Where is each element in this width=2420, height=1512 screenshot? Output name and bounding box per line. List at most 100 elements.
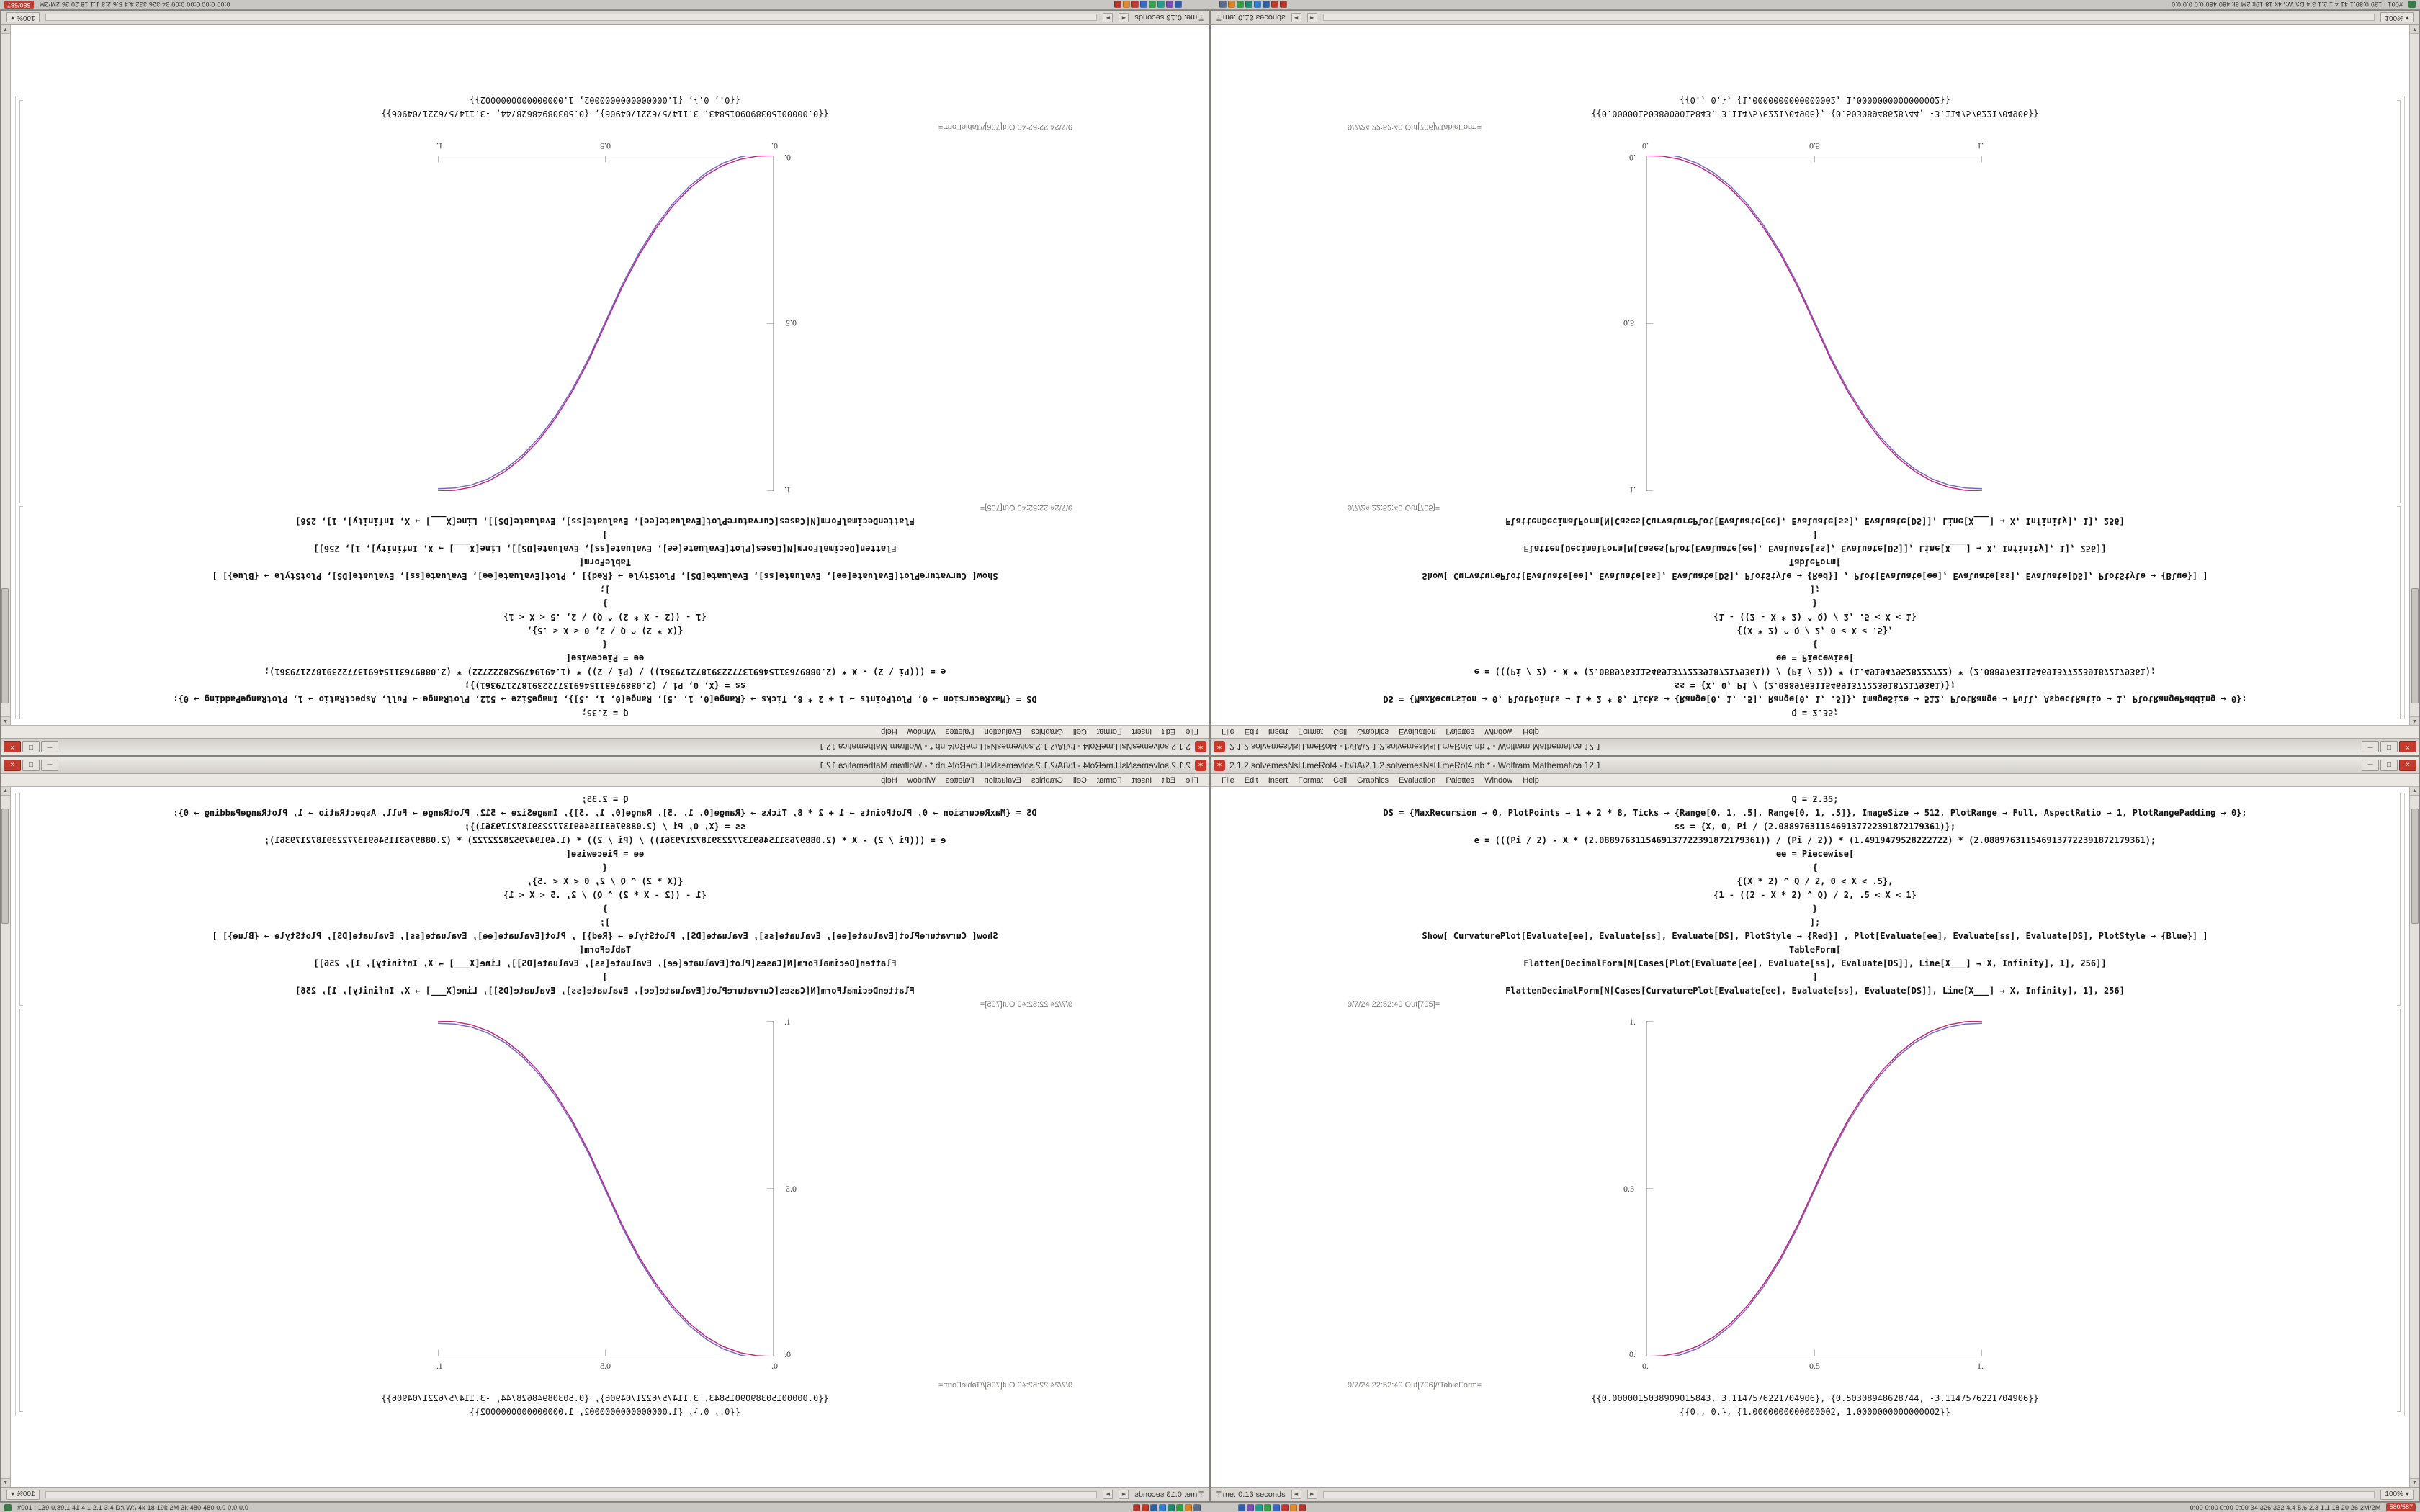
taskbar-app-icon[interactable]	[1219, 1, 1227, 9]
scroll-up-icon[interactable]: ▲	[2410, 787, 2419, 796]
hscroll-left-icon[interactable]: ◀	[1119, 13, 1129, 22]
menu-item[interactable]: File	[1222, 775, 1234, 785]
scroll-down-icon[interactable]: ▼	[2410, 1478, 2419, 1487]
code-line[interactable]: ss = {X, 0, Pi / (2.08897631154691377223…	[1674, 822, 1956, 832]
code-line[interactable]: ss = {X, 0, Pi / (2.08897631154691377223…	[464, 822, 746, 832]
zoom-control[interactable]: 100% ▾	[6, 1489, 40, 1500]
code-line[interactable]: FlattenDecimalForm[N[Cases[CurvaturePlot…	[1505, 986, 2125, 996]
scrollbar-thumb[interactable]	[2411, 588, 2419, 703]
notebook-content[interactable]: Q = 2.35; DS = {MaxRecursion → 0, PlotPoi…	[1, 25, 1209, 725]
menu-item[interactable]: Evaluation	[1399, 775, 1436, 785]
window-titlebar[interactable]: ✶ 2.1.2.solvemesNsH.meRot4 - f:\8A\2.1.2…	[1211, 757, 2419, 774]
mathematica-app-icon[interactable]: ✶	[1195, 759, 1206, 771]
code-line[interactable]: ]	[602, 530, 608, 540]
code-line[interactable]: DS = {MaxRecursion → 0, PlotPoints → 1 +…	[1383, 694, 2247, 704]
hscroll-right-icon[interactable]: ▶	[1103, 1490, 1113, 1499]
menu-item[interactable]: Help	[881, 727, 897, 737]
scroll-up-icon[interactable]: ▲	[2410, 716, 2419, 725]
cell-bracket-input[interactable]	[19, 793, 23, 1006]
code-line[interactable]: ss = {X, 0, Pi / (2.08897631154691377223…	[1674, 680, 1956, 690]
taskbar-app-icon[interactable]	[1289, 1503, 1297, 1511]
menu-item[interactable]: Window	[1484, 775, 1513, 785]
taskbar-app-icon[interactable]	[1281, 1503, 1289, 1511]
taskbar-app-icon[interactable]	[1175, 1503, 1183, 1511]
menu-item[interactable]: Edit	[1244, 727, 1258, 737]
minimize-button[interactable]: ─	[41, 759, 58, 771]
code-line[interactable]: FlattenDecimalForm[N[Cases[CurvaturePlot…	[1505, 516, 2125, 526]
taskbar-app-icon[interactable]	[1157, 1, 1165, 9]
menu-item[interactable]: Graphics	[1031, 727, 1063, 737]
menu-item[interactable]: Palettes	[1446, 727, 1475, 737]
hscroll-track[interactable]	[1322, 14, 2375, 22]
code-line[interactable]: e = (((Pi / 2) - X * (2.0889763115469137…	[1474, 835, 2156, 845]
taskbar-app-icon[interactable]	[1140, 1, 1148, 9]
taskbar-app-icon[interactable]	[1131, 1, 1139, 9]
taskbar-app-icon[interactable]	[1263, 1503, 1271, 1511]
cell-bracket-output[interactable]	[2397, 100, 2401, 503]
menu-item[interactable]: Evaluation	[984, 775, 1021, 785]
code-line[interactable]: Flatten[DecimalForm[N[Cases[Plot[Evaluat…	[313, 958, 897, 968]
code-line[interactable]: ]	[1812, 530, 1818, 540]
menu-item[interactable]: Help	[1523, 727, 1539, 737]
code-line[interactable]: Show[ CurvaturePlot[Evaluate[ee], Evalua…	[1422, 931, 2208, 941]
taskbar-app-icon[interactable]	[1166, 1, 1174, 9]
menu-item[interactable]: Edit	[1162, 727, 1176, 737]
vertical-scrollbar[interactable]: ▲ ▼	[1, 25, 11, 725]
cell-bracket-group[interactable]	[2402, 96, 2405, 719]
menu-item[interactable]: File	[1186, 775, 1198, 785]
taskbar-app-icon[interactable]	[1246, 1503, 1254, 1511]
hscroll-track[interactable]	[45, 14, 1098, 22]
taskbar-app-icon[interactable]	[1167, 1503, 1175, 1511]
menu-item[interactable]: Format	[1096, 775, 1122, 785]
code-line[interactable]: ]	[1812, 972, 1818, 982]
code-line[interactable]: FlattenDecimalForm[N[Cases[CurvaturePlot…	[295, 986, 915, 996]
menu-item[interactable]: Cell	[1072, 727, 1087, 737]
cell-bracket-input[interactable]	[2397, 506, 2401, 719]
code-line[interactable]: {1 - ((2 - X * 2) ^ Q) / 2, .5 < X < 1}	[503, 612, 707, 622]
code-line[interactable]: FlattenDecimalForm[N[Cases[CurvaturePlot…	[295, 516, 915, 526]
code-line[interactable]: Flatten[DecimalForm[N[Cases[Plot[Evaluat…	[313, 544, 897, 554]
minimize-button[interactable]: ─	[41, 741, 58, 753]
menu-item[interactable]: Help	[881, 775, 897, 785]
code-line[interactable]: }	[602, 598, 608, 608]
cell-bracket-group[interactable]	[15, 793, 18, 1416]
taskbar-app-icon[interactable]	[1272, 1503, 1280, 1511]
vertical-scrollbar[interactable]: ▲ ▼	[1, 787, 11, 1487]
menu-item[interactable]: Insert	[1268, 775, 1289, 785]
taskbar-app-icon[interactable]	[1141, 1503, 1149, 1511]
taskbar-app-icon[interactable]	[1237, 1, 1245, 9]
menu-item[interactable]: Graphics	[1357, 727, 1389, 737]
code-line[interactable]: }	[1812, 598, 1818, 608]
code-line[interactable]: Show[ CurvaturePlot[Evaluate[ee], Evalua…	[212, 931, 998, 941]
code-line[interactable]: TableForm[	[578, 557, 632, 567]
code-line[interactable]: e = (((Pi / 2) - X * (2.0889763115469137…	[264, 835, 946, 845]
code-line[interactable]: Q = 2.35;	[1791, 794, 1839, 804]
code-line[interactable]: Flatten[DecimalForm[N[Cases[Plot[Evaluat…	[1523, 958, 2107, 968]
menu-item[interactable]: Format	[1298, 727, 1324, 737]
vertical-scrollbar[interactable]: ▲ ▼	[2409, 25, 2419, 725]
menu-item[interactable]: Format	[1298, 775, 1324, 785]
taskbar-app-icon[interactable]	[1114, 1, 1122, 9]
taskbar-start-badge[interactable]	[2408, 1, 2416, 9]
code-line[interactable]: ]	[602, 972, 608, 982]
menu-item[interactable]: Insert	[1131, 727, 1152, 737]
code-line[interactable]: {(X * 2) ^ Q / 2, 0 < X < .5},	[526, 626, 684, 636]
taskbar-app-icon[interactable]	[1237, 1503, 1245, 1511]
scrollbar-thumb[interactable]	[1, 588, 9, 703]
taskbar-app-icon[interactable]	[1298, 1503, 1306, 1511]
close-button[interactable]: ×	[2399, 759, 2416, 771]
scroll-down-icon[interactable]: ▼	[2410, 25, 2419, 34]
code-line[interactable]: ];	[1809, 917, 1821, 927]
code-line[interactable]: ee = Piecewise[	[1775, 849, 1855, 859]
vertical-scrollbar[interactable]: ▲ ▼	[2409, 787, 2419, 1487]
taskbar-app-icon[interactable]	[1149, 1, 1157, 9]
menu-item[interactable]: Cell	[1333, 727, 1348, 737]
code-line[interactable]: ];	[1809, 585, 1821, 595]
code-line[interactable]: ee = Piecewise[	[565, 653, 645, 663]
zoom-control[interactable]: 100% ▾	[2380, 1489, 2414, 1500]
taskbar-app-icon[interactable]	[1280, 1, 1288, 9]
hscroll-right-icon[interactable]: ▶	[1307, 1490, 1317, 1499]
hscroll-left-icon[interactable]: ◀	[1291, 13, 1301, 22]
taskbar-app-icon[interactable]	[1132, 1503, 1140, 1511]
code-line[interactable]: Q = 2.35;	[581, 708, 629, 718]
